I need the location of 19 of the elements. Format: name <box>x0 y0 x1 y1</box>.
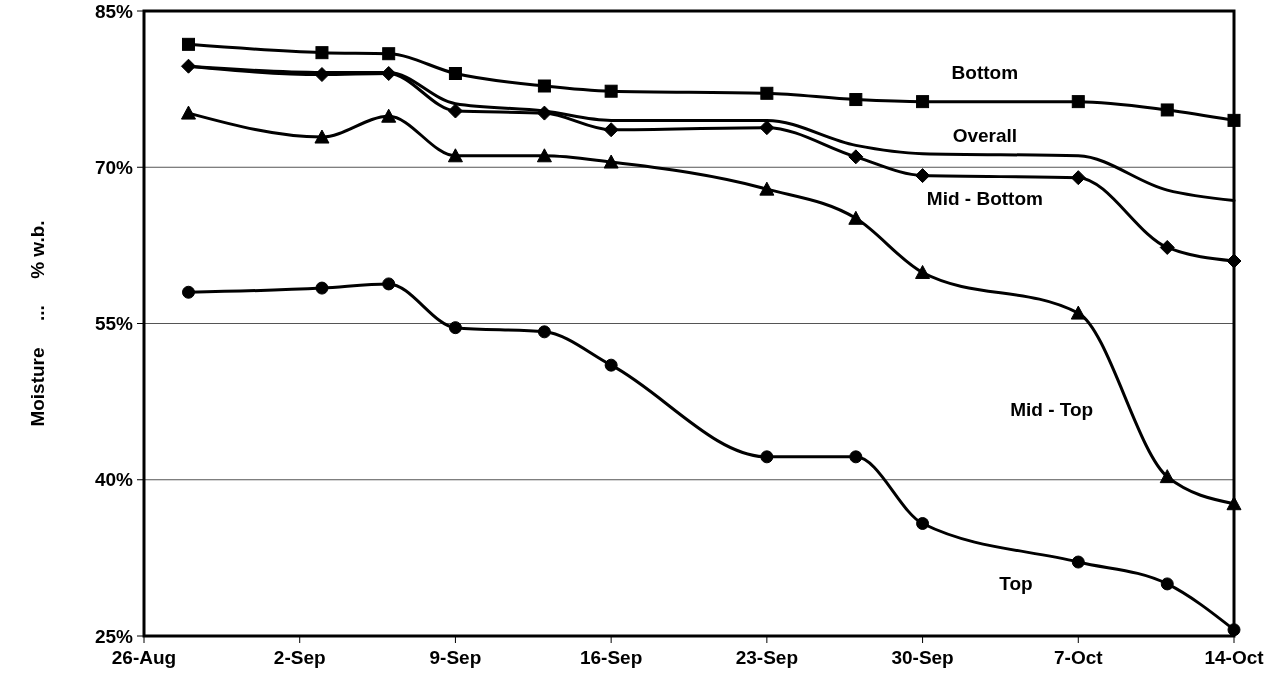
x-tick-label: 14-Oct <box>1204 647 1265 668</box>
series-label: Mid - Bottom <box>926 188 1043 210</box>
y-tick-label: 25% <box>94 625 134 647</box>
series-label: Overall <box>952 124 1018 146</box>
y-tick-label: 40% <box>94 469 134 491</box>
y-axis-title: Moisture ... % w.b. <box>27 220 48 427</box>
x-tick-label: 16-Sep <box>579 647 643 668</box>
y-tick-label: 70% <box>94 156 134 178</box>
x-tick-label: 2-Sep <box>273 647 326 668</box>
series-label: Top <box>999 572 1033 594</box>
x-tick-label: 26-Aug <box>111 647 177 668</box>
series-label: Mid - Top <box>1010 399 1094 421</box>
y-tick-label: 85% <box>94 0 134 22</box>
y-tick-label: 55% <box>94 313 134 335</box>
x-tick-label: 9-Sep <box>429 647 482 668</box>
x-tick-label: 23-Sep <box>735 647 799 668</box>
x-tick-label: 7-Oct <box>1054 647 1104 668</box>
series-label: Bottom <box>951 61 1019 83</box>
x-tick-label: 30-Sep <box>891 647 954 668</box>
